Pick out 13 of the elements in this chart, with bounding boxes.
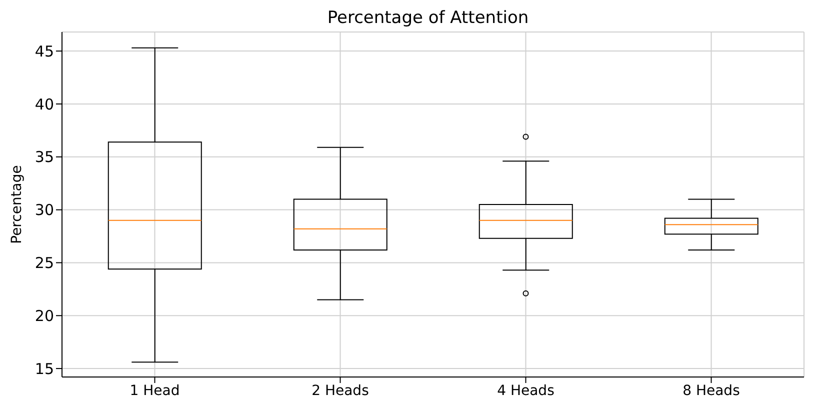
y-tick-label: 25 [34, 254, 54, 272]
x-tick-label: 4 Heads [497, 382, 554, 399]
y-tick-label: 30 [34, 201, 54, 220]
x-tick-label: 2 Heads [312, 382, 369, 399]
x-tick-label: 8 Heads [682, 382, 740, 399]
y-tick-label: 35 [34, 148, 54, 166]
y-tick-label: 40 [34, 95, 54, 114]
y-tick-label: 15 [34, 360, 54, 378]
chart-title: Percentage of Attention [326, 8, 530, 30]
y-tick-label: 20 [34, 306, 54, 325]
y-tick-label: 45 [34, 42, 54, 60]
y-axis-title: Percentage [8, 165, 25, 244]
x-tick-label: 1 Head [130, 382, 180, 399]
